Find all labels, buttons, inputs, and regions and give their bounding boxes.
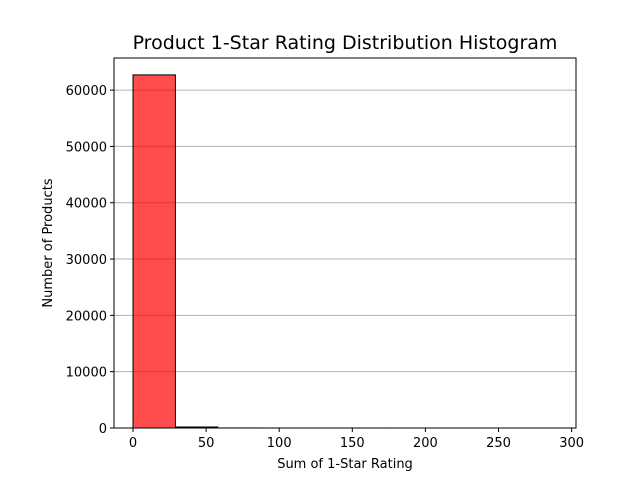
y-tick-label: 60000 <box>66 84 107 99</box>
x-tick-label: 200 <box>413 436 438 451</box>
bars-layer <box>132 74 558 429</box>
chart-title: Product 1-Star Rating Distribution Histo… <box>133 32 558 54</box>
y-axis-label: Number of Products <box>41 178 56 307</box>
y-tick-label: 40000 <box>66 197 107 212</box>
y-tick-label: 30000 <box>66 253 107 268</box>
y-tick-label: 50000 <box>66 140 107 155</box>
x-tick-label: 150 <box>340 436 365 451</box>
x-tick-label: 50 <box>198 436 215 451</box>
y-tick-label: 0 <box>99 422 107 437</box>
plot-frame <box>113 57 577 429</box>
grid-layer <box>114 89 576 429</box>
y-axis-ticks: 0 10000 20000 30000 40000 50000 60000 <box>66 84 114 437</box>
histogram-bar <box>132 74 176 429</box>
x-tick-label: 100 <box>267 436 292 451</box>
y-tick-label: 10000 <box>66 366 107 381</box>
x-tick-label: 250 <box>486 436 511 451</box>
x-axis-ticks: 0 50 100 150 200 250 300 <box>129 428 584 451</box>
x-tick-label: 300 <box>559 436 584 451</box>
y-tick-label: 20000 <box>66 309 107 324</box>
x-tick-label: 0 <box>129 436 137 451</box>
x-axis-label: Sum of 1-Star Rating <box>277 457 413 472</box>
